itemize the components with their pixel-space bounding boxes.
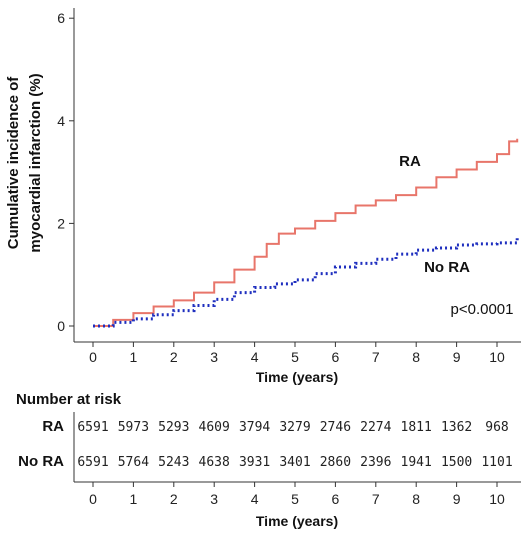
risk-x-tick-label-2: 2 xyxy=(170,491,178,507)
risk-value-ra-5: 3279 xyxy=(279,420,310,435)
risk-value-no-ra-5: 3401 xyxy=(279,455,310,470)
series-line-no-ra xyxy=(93,237,519,328)
risk-x-tick-label-7: 7 xyxy=(372,491,380,507)
risk-value-ra-2: 5293 xyxy=(158,420,189,435)
risk-value-ra-8: 1811 xyxy=(401,420,432,435)
risk-value-ra-6: 2746 xyxy=(320,420,351,435)
series-label-ra: RA xyxy=(399,153,421,170)
x-tick-label-9: 9 xyxy=(453,349,461,365)
x-tick-label-8: 8 xyxy=(412,349,420,365)
series-layer xyxy=(93,138,519,328)
risk-value-ra-7: 2274 xyxy=(360,420,391,435)
x-tick-label-4: 4 xyxy=(251,349,259,365)
risk-value-no-ra-7: 2396 xyxy=(360,455,391,470)
risk-x-tick-label-6: 6 xyxy=(332,491,340,507)
risk-value-ra-0: 6591 xyxy=(77,420,108,435)
risk-value-ra-10: 968 xyxy=(485,420,508,435)
risk-value-no-ra-10: 1101 xyxy=(481,455,512,470)
risk-x-tick-label-0: 0 xyxy=(89,491,97,507)
y-axis-ticks: 0 2 4 6 xyxy=(57,10,74,334)
risk-value-ra-1: 5973 xyxy=(118,420,149,435)
y-axis-title-line-2: myocardial infarction (%) xyxy=(27,73,44,252)
series-label-no-ra: No RA xyxy=(424,259,470,276)
x-axis-ticks: 0 1 2 3 4 5 6 7 8 9 10 xyxy=(89,342,505,365)
risk-table-values: 6591 5973 5293 4609 3794 3279 2746 2274 1811 1362… xyxy=(77,420,512,470)
y-tick-label-0: 0 xyxy=(57,318,65,334)
risk-x-tick-label-5: 5 xyxy=(291,491,299,507)
x-tick-label-6: 6 xyxy=(332,349,340,365)
x-tick-label-0: 0 xyxy=(89,349,97,365)
risk-x-tick-label-1: 1 xyxy=(130,491,138,507)
y-tick-label-4: 4 xyxy=(57,113,65,129)
p-value-annotation: p<0.0001 xyxy=(451,301,514,318)
risk-x-tick-label-9: 9 xyxy=(453,491,461,507)
risk-value-no-ra-6: 2860 xyxy=(320,455,351,470)
risk-row-label-no-ra: No RA xyxy=(18,453,64,470)
series-line-ra xyxy=(93,138,519,327)
risk-x-tick-label-8: 8 xyxy=(412,491,420,507)
risk-x-tick-label-3: 3 xyxy=(210,491,218,507)
risk-x-tick-label-10: 10 xyxy=(489,491,505,507)
x-axis-title: Time (years) xyxy=(256,369,338,385)
x-tick-label-2: 2 xyxy=(170,349,178,365)
risk-value-ra-3: 4609 xyxy=(199,420,230,435)
risk-value-ra-4: 3794 xyxy=(239,420,270,435)
x-tick-label-7: 7 xyxy=(372,349,380,365)
risk-value-no-ra-4: 3931 xyxy=(239,455,270,470)
x-tick-label-3: 3 xyxy=(210,349,218,365)
risk-table-title: Number at risk xyxy=(16,391,122,408)
y-axis-title: Cumulative incidence of myocardial infar… xyxy=(5,73,44,252)
risk-value-no-ra-2: 5243 xyxy=(158,455,189,470)
y-tick-label-2: 2 xyxy=(57,215,65,231)
x-tick-label-1: 1 xyxy=(130,349,138,365)
risk-value-no-ra-0: 6591 xyxy=(77,455,108,470)
risk-table-x-axis-title: Time (years) xyxy=(256,513,338,529)
y-axis-title-line-1: Cumulative incidence of xyxy=(5,76,22,250)
y-tick-label-6: 6 xyxy=(57,10,65,26)
risk-table-x-ticks: 0 1 2 3 4 5 6 7 8 9 10 xyxy=(89,482,505,507)
x-tick-label-10: 10 xyxy=(489,349,505,365)
risk-row-label-ra: RA xyxy=(42,418,64,435)
risk-value-no-ra-3: 4638 xyxy=(199,455,230,470)
risk-value-no-ra-9: 1500 xyxy=(441,455,472,470)
risk-value-ra-9: 1362 xyxy=(441,420,472,435)
risk-value-no-ra-8: 1941 xyxy=(401,455,432,470)
risk-value-no-ra-1: 5764 xyxy=(118,455,149,470)
x-tick-label-5: 5 xyxy=(291,349,299,365)
risk-x-tick-label-4: 4 xyxy=(251,491,259,507)
